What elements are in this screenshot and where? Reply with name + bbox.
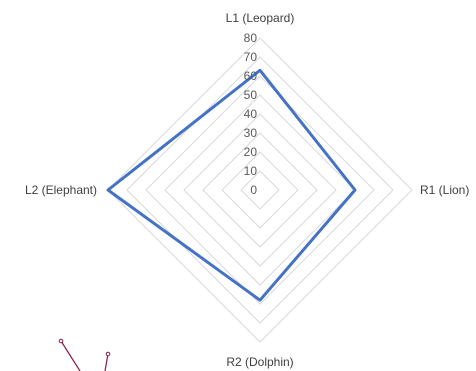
axis-label: R2 (Dolphin) <box>226 355 293 369</box>
tick-label: 0 <box>250 183 257 197</box>
annotation-line <box>104 353 109 371</box>
grid-ring <box>145 75 375 305</box>
tick-label: 40 <box>244 107 258 121</box>
annotation-dot <box>105 351 111 357</box>
grid-ring <box>202 132 318 248</box>
annotation-marks <box>58 338 111 371</box>
axis-labels: L1 (Leopard) R1 (Lion) R2 (Dolphin) L2 (Ele… <box>25 11 469 369</box>
radial-tick-labels: 0 10 20 30 40 50 60 70 80 <box>244 31 258 197</box>
annotation-dot <box>58 338 64 344</box>
axis-label: L1 (Leopard) <box>226 11 295 25</box>
tick-label: 70 <box>244 50 258 64</box>
series-line <box>106 68 357 302</box>
grid-ring <box>183 113 337 267</box>
annotation-line <box>60 340 81 371</box>
radar-series <box>106 68 357 302</box>
tick-label: 50 <box>244 88 258 102</box>
axis-label: L2 (Elephant) <box>25 183 97 197</box>
tick-label: 60 <box>244 69 258 83</box>
tick-label: 30 <box>244 126 258 140</box>
grid-ring <box>107 37 413 343</box>
tick-label: 20 <box>244 145 258 159</box>
axis-label: R1 (Lion) <box>420 183 469 197</box>
radar-grid <box>107 37 413 343</box>
tick-label: 10 <box>244 164 258 178</box>
tick-label: 80 <box>244 31 258 45</box>
grid-ring <box>221 151 299 229</box>
grid-ring <box>164 94 356 286</box>
grid-ring <box>240 170 280 210</box>
grid-ring <box>126 56 394 324</box>
